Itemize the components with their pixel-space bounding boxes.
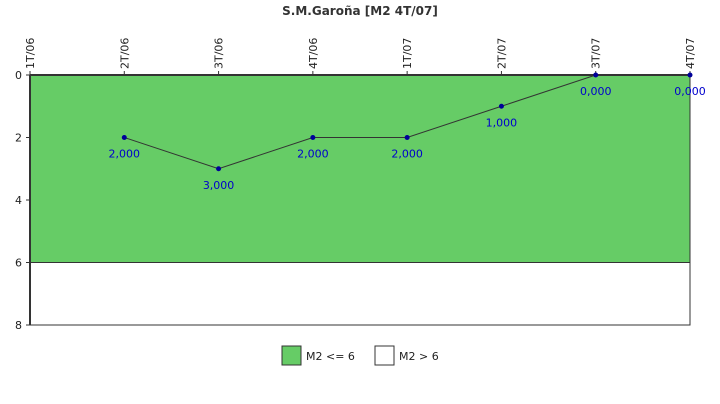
legend-swatch	[281, 345, 302, 366]
data-label: 2,000	[391, 148, 423, 161]
data-label: 2,000	[109, 148, 141, 161]
y-tick-label: 2	[15, 132, 22, 145]
chart-title: S.M.Garoña [M2 4T/07]	[282, 4, 438, 18]
bands-layer	[29, 74, 691, 326]
data-point	[216, 166, 222, 172]
x-tick-label: 2T/07	[495, 38, 508, 69]
data-label: 3,000	[203, 179, 235, 192]
data-label: 2,000	[297, 148, 329, 161]
band-0	[29, 74, 691, 263]
legend-label: M2 <= 6	[306, 350, 355, 363]
data-label: 0,000	[674, 85, 706, 98]
data-point	[687, 72, 693, 78]
x-tick-label: 3T/07	[590, 38, 603, 69]
x-tick-label: 1T/06	[24, 38, 37, 69]
y-tick-label: 4	[15, 194, 22, 207]
x-tick-label: 4T/07	[684, 38, 697, 69]
legend-label: M2 > 6	[399, 350, 439, 363]
series-layer: 2,000 3,000 2,000 2,000 1,000 0,000 0,000	[109, 72, 706, 192]
data-point	[498, 103, 504, 109]
band-1	[29, 262, 691, 326]
data-label: 1,000	[486, 116, 518, 129]
data-point	[593, 72, 599, 78]
legend: M2 <= 6 M2 > 6	[281, 345, 439, 366]
data-point	[121, 135, 127, 140]
axis-layer: 0 2 4 6 8 1T/06 2T/06 3T/06 4T/06 1T/07 2T/07 3T/07…	[15, 38, 697, 332]
legend-swatch	[374, 345, 395, 366]
y-tick-label: 8	[15, 319, 22, 332]
data-point	[310, 135, 316, 140]
x-tick-label: 1T/07	[401, 38, 414, 69]
y-tick-label: 6	[15, 257, 22, 270]
x-tick-label: 2T/06	[118, 38, 131, 69]
data-label: 0,000	[580, 85, 612, 98]
data-point	[404, 135, 410, 140]
x-tick-label: 3T/06	[213, 38, 226, 69]
x-tick-label: 4T/06	[307, 38, 320, 69]
y-tick-label: 0	[15, 69, 22, 82]
